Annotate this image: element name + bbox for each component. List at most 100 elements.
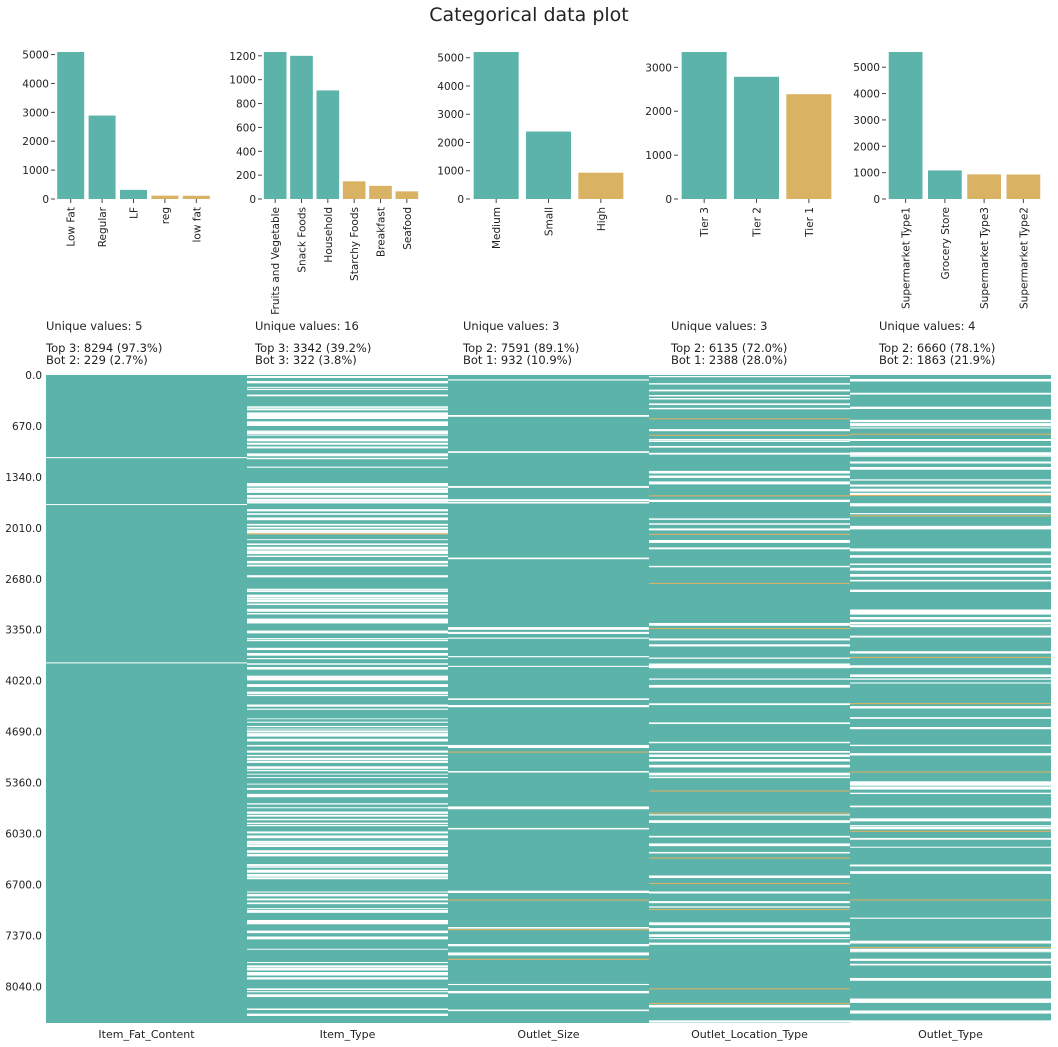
heatmap-stripe-bottom [649,857,850,859]
heatmap-stripe [247,734,448,737]
heatmap-stripe [247,909,448,912]
heatmap-stripe [247,430,448,432]
heatmap-stripe [850,378,1051,382]
heatmap-stripe [247,406,448,408]
stats-Item_Type: Unique values: 16 Top 3: 3342 (39.2%)Bot … [254,319,371,367]
heatmap-stripe [649,429,850,432]
heatmap-stripe [649,523,850,525]
heatmap-stripe [649,938,850,940]
x-tick-label: Breakfast [376,207,388,257]
heatmap-stripe [850,753,1051,756]
heatmap-stripe [850,555,1051,558]
heatmap-stripe-bottom [448,929,649,931]
heatmap-stripe [850,744,1051,747]
heatmap-stripe [649,835,850,838]
heatmap-stripe [850,392,1051,395]
heatmap-stripe [649,814,850,816]
heatmap-stripe [247,844,448,847]
heatmap-stripe [247,866,448,868]
y-tick-label: 1000 [645,150,672,162]
stats-line: Unique values: 3 [671,319,767,333]
y-tick-label: 3000 [645,62,672,74]
heatmap-stripe [649,403,850,406]
bar-reg [151,195,179,199]
heatmap-stripe [649,843,850,847]
heatmap-stripe [247,630,448,634]
heatmap-stripe [247,869,448,873]
heatmap-stripe [247,619,448,623]
stats-line: Top 3: 8294 (97.3%) [45,341,162,355]
heatmap-stripe [649,851,850,854]
heatmap-stripe [247,638,448,640]
stats-line: Bot 1: 932 (10.9%) [463,353,572,367]
heatmap-stripe [247,898,448,901]
bar-subplot-Item_Type: 0 200 400 600 800 1000 1200 Fruits and Vegetabl… [229,51,419,315]
heatmap-column-label: Outlet_Type [918,1028,983,1041]
heatmap-stripe [247,529,448,532]
heatmap-stripe-bottom [649,882,850,885]
x-tick-label: Fruits and Vegetable [270,207,282,315]
bar-subplot-Outlet_Type: 0 1000 2000 3000 4000 5000 Supermarket Type1 Gr… [853,52,1041,309]
heatmap-stripe [247,543,448,546]
heatmap-stripe [247,831,448,834]
heatmap-stripe [46,457,247,459]
heatmap-stripe [649,722,850,725]
bar-fruits-and-vegetable [263,52,287,199]
y-tick-label: 1000 [22,165,49,177]
heatmap-stripe [850,579,1051,582]
heatmap-stripe [649,481,850,485]
bar-lf [120,189,147,199]
heatmap-stripe [247,930,448,934]
heatmap-stripe [247,968,448,971]
heatmap-stripe [850,682,1051,684]
heatmap-stripe [448,501,649,504]
heatmap-stripe [247,531,448,535]
y-tick-label: 600 [236,122,256,134]
heatmap-stripe [247,590,448,593]
bar-subplot-Outlet_Location_Type: 0 1000 2000 3000 Tier 3 Tier 2 Tier 1 [645,52,832,238]
heatmap-stripe [247,513,448,515]
heatmap-stripe [850,621,1051,625]
heatmap-column-label: Outlet_Location_Type [691,1028,808,1041]
heatmap-stripe [247,972,448,975]
heatmap-stripe [247,539,448,541]
heatmap-stripe [247,991,448,993]
heatmap-stripe [247,509,448,512]
heatmap-stripe [247,766,448,769]
heatmap-stripe [850,1000,1051,1003]
heatmap-stripe [247,721,448,723]
heatmap-stripe-bottom [850,947,1051,949]
bar-supermarket-type3 [967,174,1002,199]
heatmap-stripe [247,877,448,880]
heatmap-stripe [649,875,850,879]
heatmap-stripe-bottom [850,830,1051,832]
heatmap-stripe [649,665,850,669]
x-tick-label: Snack Foods [297,207,309,273]
heatmap-stripe [850,951,1051,953]
heatmap-y-tick-label: 1340.0 [5,472,42,484]
heatmap-stripe [247,902,448,905]
heatmap-stripe [448,952,649,956]
heatmap-stripe [850,513,1051,515]
heatmap-stripe [850,427,1051,429]
heatmap-stripe [448,451,649,453]
heatmap-stripe [247,489,448,493]
heatmap-stripe [247,597,448,600]
heatmap-stripe [247,822,448,825]
stats-Item_Fat_Content: Unique values: 5 Top 3: 8294 (97.3%)Bot 2… [45,319,162,367]
heatmap-stripe [850,783,1051,786]
heatmap-stripe [247,824,448,827]
heatmap-stripe [247,483,448,486]
heatmap-stripe [850,439,1051,441]
heatmap-stripe [850,717,1051,719]
heatmap-stripe [448,637,649,639]
heatmap-stripe [247,555,448,558]
y-tick-label: 0 [457,194,464,206]
heatmap-stripe [448,656,649,658]
heatmap-stripe [850,827,1051,830]
x-tick-label: Regular [97,206,109,247]
heatmap-stripe-bottom [850,899,1051,901]
heatmap-stripe [850,423,1051,427]
heatmap-stripe [649,901,850,904]
heatmap-stripe [247,484,448,487]
